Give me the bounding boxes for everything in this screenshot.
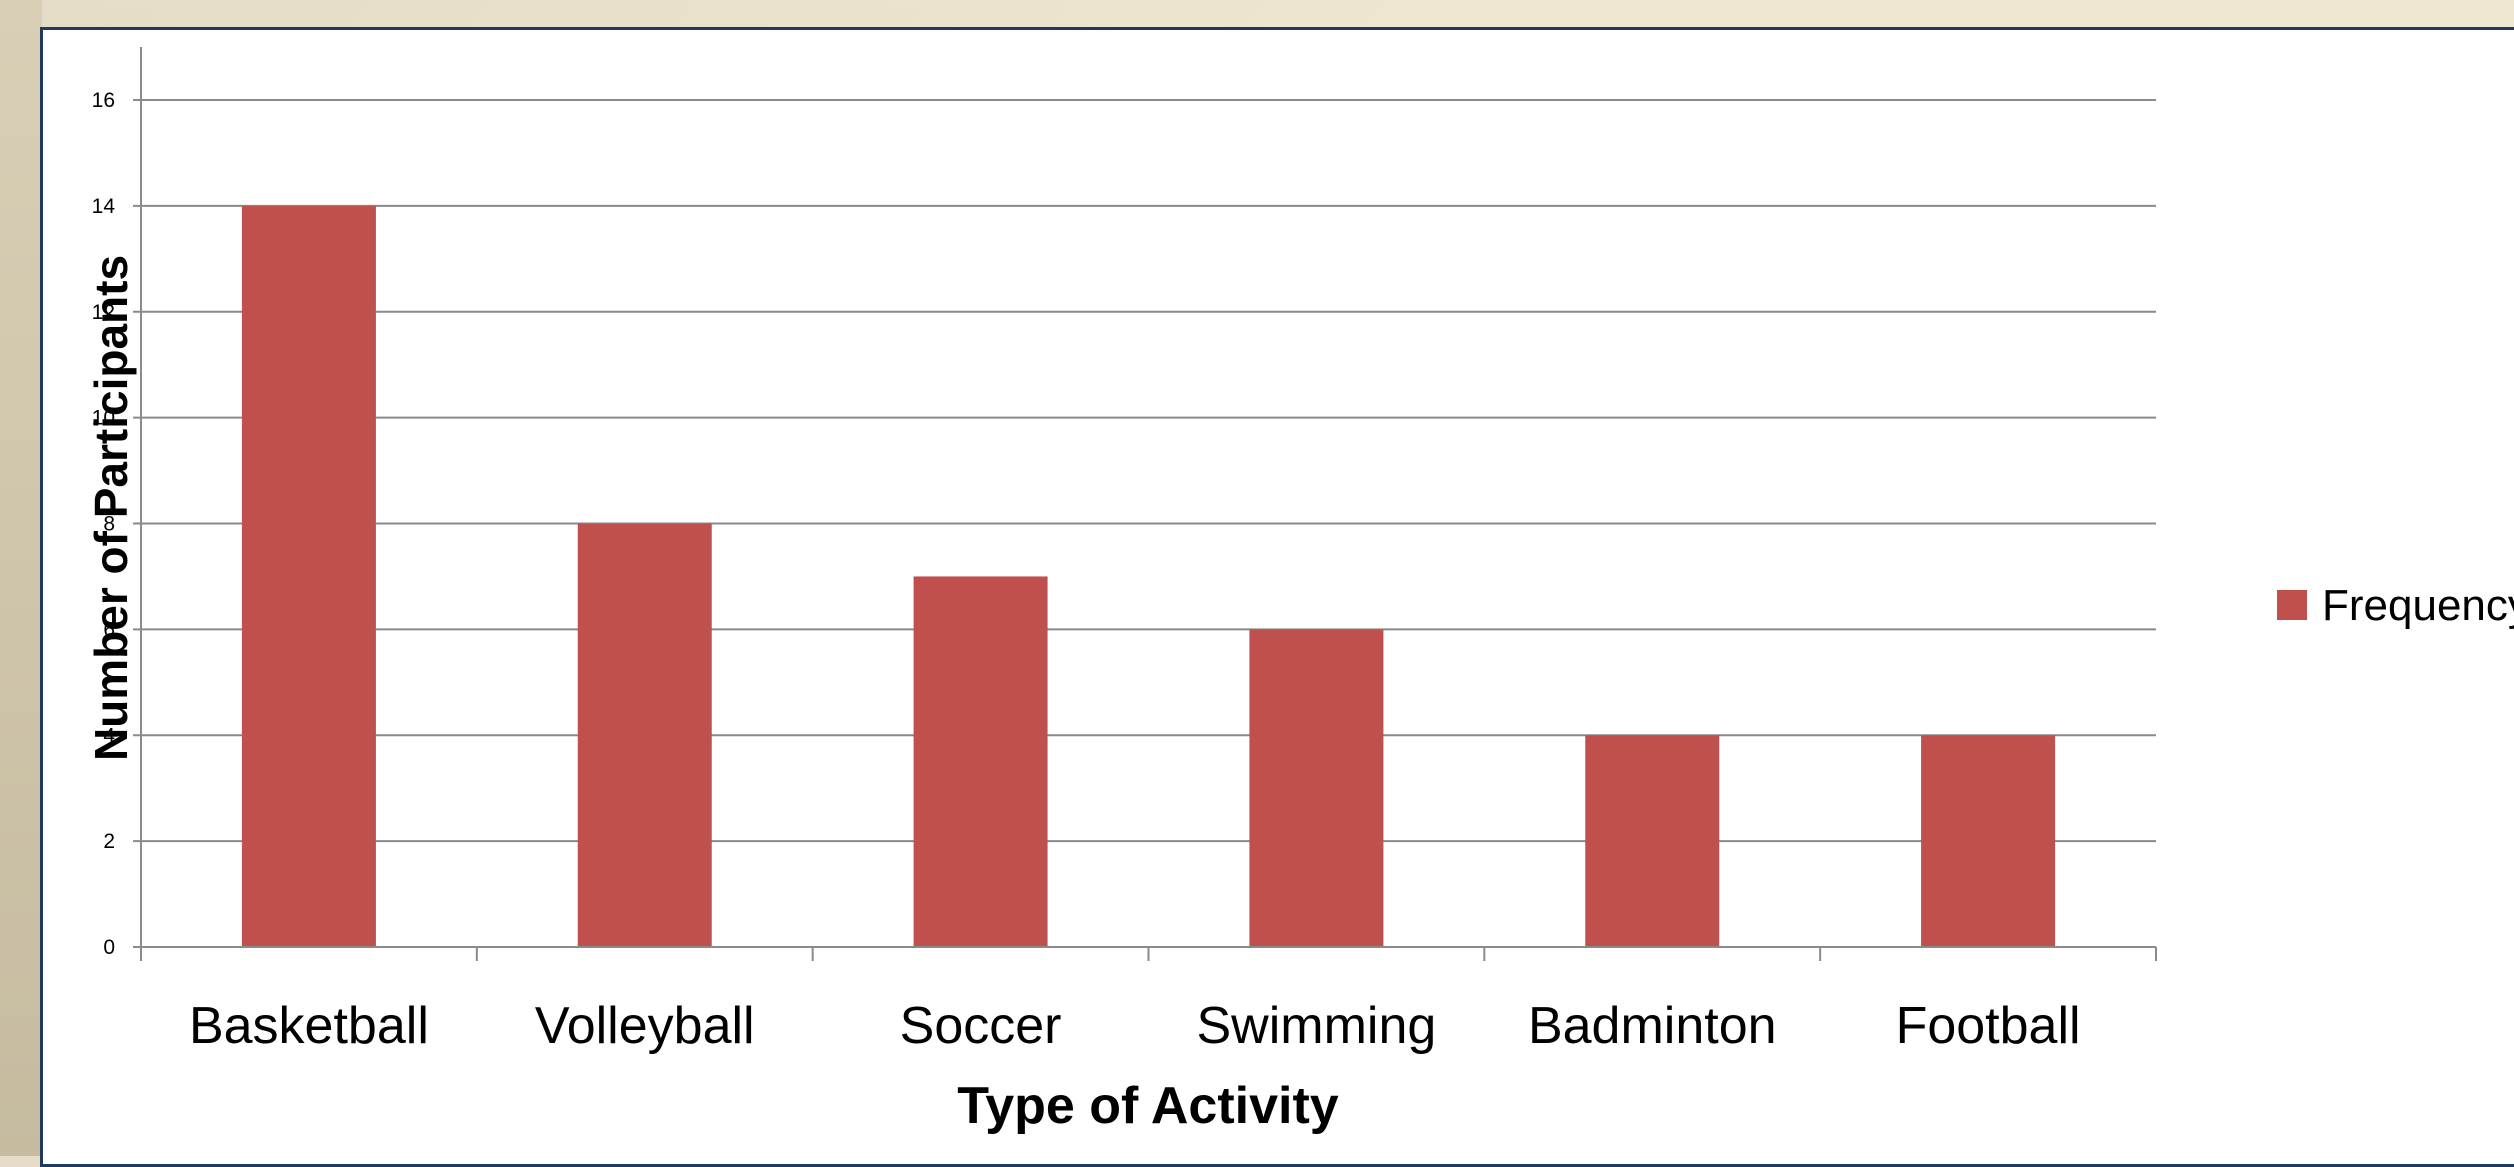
bar-soccer [913, 576, 1048, 947]
legend-label: Frequency [2322, 581, 2514, 630]
x-tick-label: Badminton [1528, 997, 1777, 1055]
y-tick-label: 6 [103, 618, 115, 641]
x-tick-label: Volleyball [535, 997, 755, 1055]
x-tick-label: Soccer [900, 997, 1062, 1055]
y-tick-label: 2 [103, 830, 115, 853]
x-axis-title: Type of Activity [957, 1077, 1338, 1135]
slide-background-edge [0, 0, 42, 1156]
y-tick-label: 12 [92, 301, 115, 324]
y-tick-label: 8 [103, 513, 115, 536]
legend-swatch [2277, 590, 2307, 620]
bar-basketball [241, 205, 376, 947]
bar-badminton [1585, 735, 1720, 947]
x-tick-label: Football [1896, 997, 2081, 1055]
y-tick-label: 0 [103, 936, 115, 959]
y-tick-labels: 0 2 4 6 8 10 12 14 16 [92, 89, 116, 959]
y-axis-title: Number of Participants [85, 255, 137, 761]
x-tick-label: Basketball [189, 997, 429, 1055]
y-tick-label: 14 [92, 195, 116, 218]
axes [133, 47, 2157, 961]
x-tick-label: Swimming [1197, 997, 1437, 1055]
x-tick-labels: Basketball Volleyball Soccer Swimming Badmin… [189, 997, 2081, 1055]
legend: Frequency [2277, 581, 2514, 630]
bar-football [1921, 735, 2056, 947]
bars [241, 205, 2056, 947]
y-tick-label: 16 [92, 89, 115, 112]
gridlines [141, 99, 2156, 843]
y-tick-label: 4 [103, 724, 115, 747]
bar-swimming [1249, 629, 1384, 947]
chart-frame [40, 27, 2514, 1167]
y-tick-label: 10 [92, 407, 115, 430]
bar-volleyball [577, 523, 712, 947]
